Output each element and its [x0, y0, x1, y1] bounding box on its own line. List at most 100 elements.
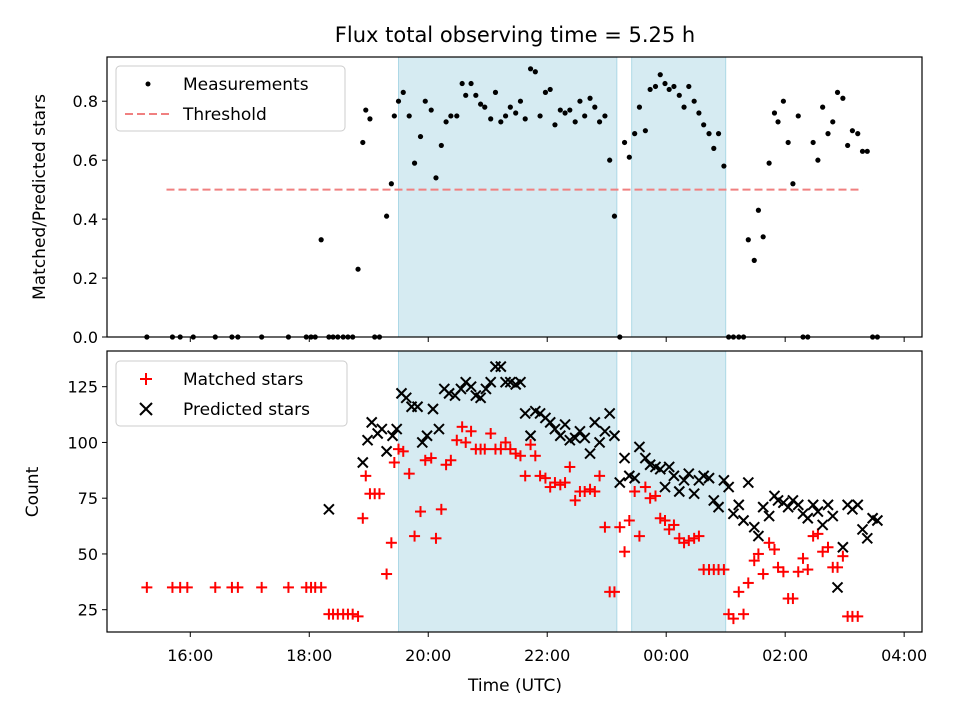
x-tick-label: 04:00 — [881, 646, 927, 665]
predicted-star-point — [748, 521, 760, 533]
legend-matched-marker — [140, 373, 152, 385]
predicted-star-point — [688, 488, 700, 500]
measurement-point — [626, 154, 632, 160]
predicted-star-point — [737, 514, 750, 527]
predicted-star-point — [852, 499, 864, 511]
predicted-star-point — [782, 501, 794, 513]
predicted-star-point — [718, 474, 730, 487]
measurement-point — [766, 160, 772, 166]
matched-star-point — [594, 470, 606, 482]
predicted-star-point — [763, 510, 775, 522]
matched-star-point — [564, 461, 576, 473]
measurement-point — [406, 113, 412, 119]
ratio-panel: 0.00.20.40.60.8 Matched/Predicted stars … — [30, 56, 923, 347]
measurement-point — [400, 89, 406, 95]
matched-star-point — [357, 512, 369, 524]
measurement-point — [830, 119, 836, 125]
count-points — [141, 360, 884, 625]
measurement-point — [632, 131, 638, 137]
y-tick-label: 0.6 — [73, 151, 98, 170]
measurement-point — [360, 139, 366, 146]
measurement-point — [438, 142, 444, 149]
measurement-point — [611, 213, 618, 219]
measurement-point — [537, 113, 543, 119]
measurement-point — [367, 116, 373, 122]
count-x-axis: 16:00 18:00 20:00 22:00 00:00 02:00 04:00 — [167, 632, 927, 665]
predicted-star-point — [812, 505, 824, 518]
matched-star-point — [668, 519, 680, 531]
legend-measurements-marker — [145, 81, 151, 87]
matched-star-point — [282, 581, 294, 593]
predicted-star-point — [554, 430, 567, 442]
matched-star-point — [445, 454, 457, 466]
measurement-point — [422, 98, 428, 104]
legend-threshold-label: Threshold — [182, 105, 267, 125]
measurement-point — [318, 237, 324, 243]
matched-star-point — [757, 568, 769, 580]
matched-star-point — [688, 532, 700, 544]
matched-star-point — [614, 521, 626, 533]
measurement-point — [771, 110, 778, 116]
matched-star-point — [479, 443, 491, 455]
matched-star-point — [569, 494, 581, 506]
y-tick-label: 75 — [78, 489, 98, 508]
matched-star-point — [727, 613, 739, 625]
matched-star-point — [619, 546, 631, 558]
matched-star-point — [623, 514, 635, 526]
predicted-star-point — [792, 499, 804, 511]
predicted-star-point — [391, 423, 403, 435]
measurement-point — [657, 72, 663, 78]
matched-star-point — [388, 457, 400, 469]
matched-star-point — [733, 586, 745, 598]
matched-star-point — [579, 486, 591, 497]
y-tick-label: 0.0 — [73, 328, 98, 347]
measurement-point — [652, 83, 659, 90]
measurement-point — [711, 145, 717, 151]
matched-star-point — [256, 581, 268, 593]
matched-star-point — [397, 445, 409, 457]
measurement-point — [785, 139, 791, 146]
measurement-point — [596, 119, 603, 125]
matched-star-point — [456, 421, 468, 433]
predicted-star-point — [856, 523, 869, 536]
predicted-star-point — [871, 514, 884, 527]
matched-star-point — [485, 428, 497, 440]
matched-star-point — [752, 548, 764, 560]
measurement-point — [391, 113, 397, 119]
measurement-point — [780, 98, 786, 104]
measurement-point — [790, 181, 796, 187]
predicted-star-point — [411, 401, 424, 413]
y-tick-label: 25 — [78, 601, 98, 620]
matched-star-point — [519, 470, 531, 482]
predicted-star-point — [599, 425, 611, 437]
predicted-star-point — [639, 452, 652, 464]
matched-star-point — [181, 581, 193, 593]
matched-star-point — [425, 452, 437, 464]
measurement-point — [557, 107, 563, 113]
predicted-star-point — [757, 501, 769, 513]
matched-star-point — [738, 608, 750, 620]
matched-star-point — [525, 439, 537, 451]
matched-star-point — [797, 552, 809, 564]
measurement-point — [820, 104, 826, 110]
measurement-point — [363, 107, 369, 113]
measurement-point — [775, 119, 781, 125]
measurement-point — [681, 104, 687, 110]
matched-star-point — [644, 492, 656, 504]
measurement-point — [488, 116, 494, 122]
measurement-point — [745, 237, 751, 243]
matched-star-point — [435, 503, 447, 515]
measurement-point — [395, 98, 402, 104]
measurement-point — [810, 139, 816, 146]
top-observing-windows — [397, 56, 727, 338]
measurement-point — [463, 92, 469, 98]
predicted-star-point — [668, 470, 680, 482]
matched-star-point — [451, 434, 463, 446]
matched-star-point — [495, 443, 507, 455]
predicted-star-point — [380, 445, 393, 458]
predicted-star-point — [544, 416, 556, 429]
legend-matched-label: Matched stars — [183, 370, 303, 390]
matched-star-point — [392, 443, 404, 455]
predicted-star-point — [618, 452, 631, 464]
y-tick-label: 0.2 — [73, 269, 98, 288]
